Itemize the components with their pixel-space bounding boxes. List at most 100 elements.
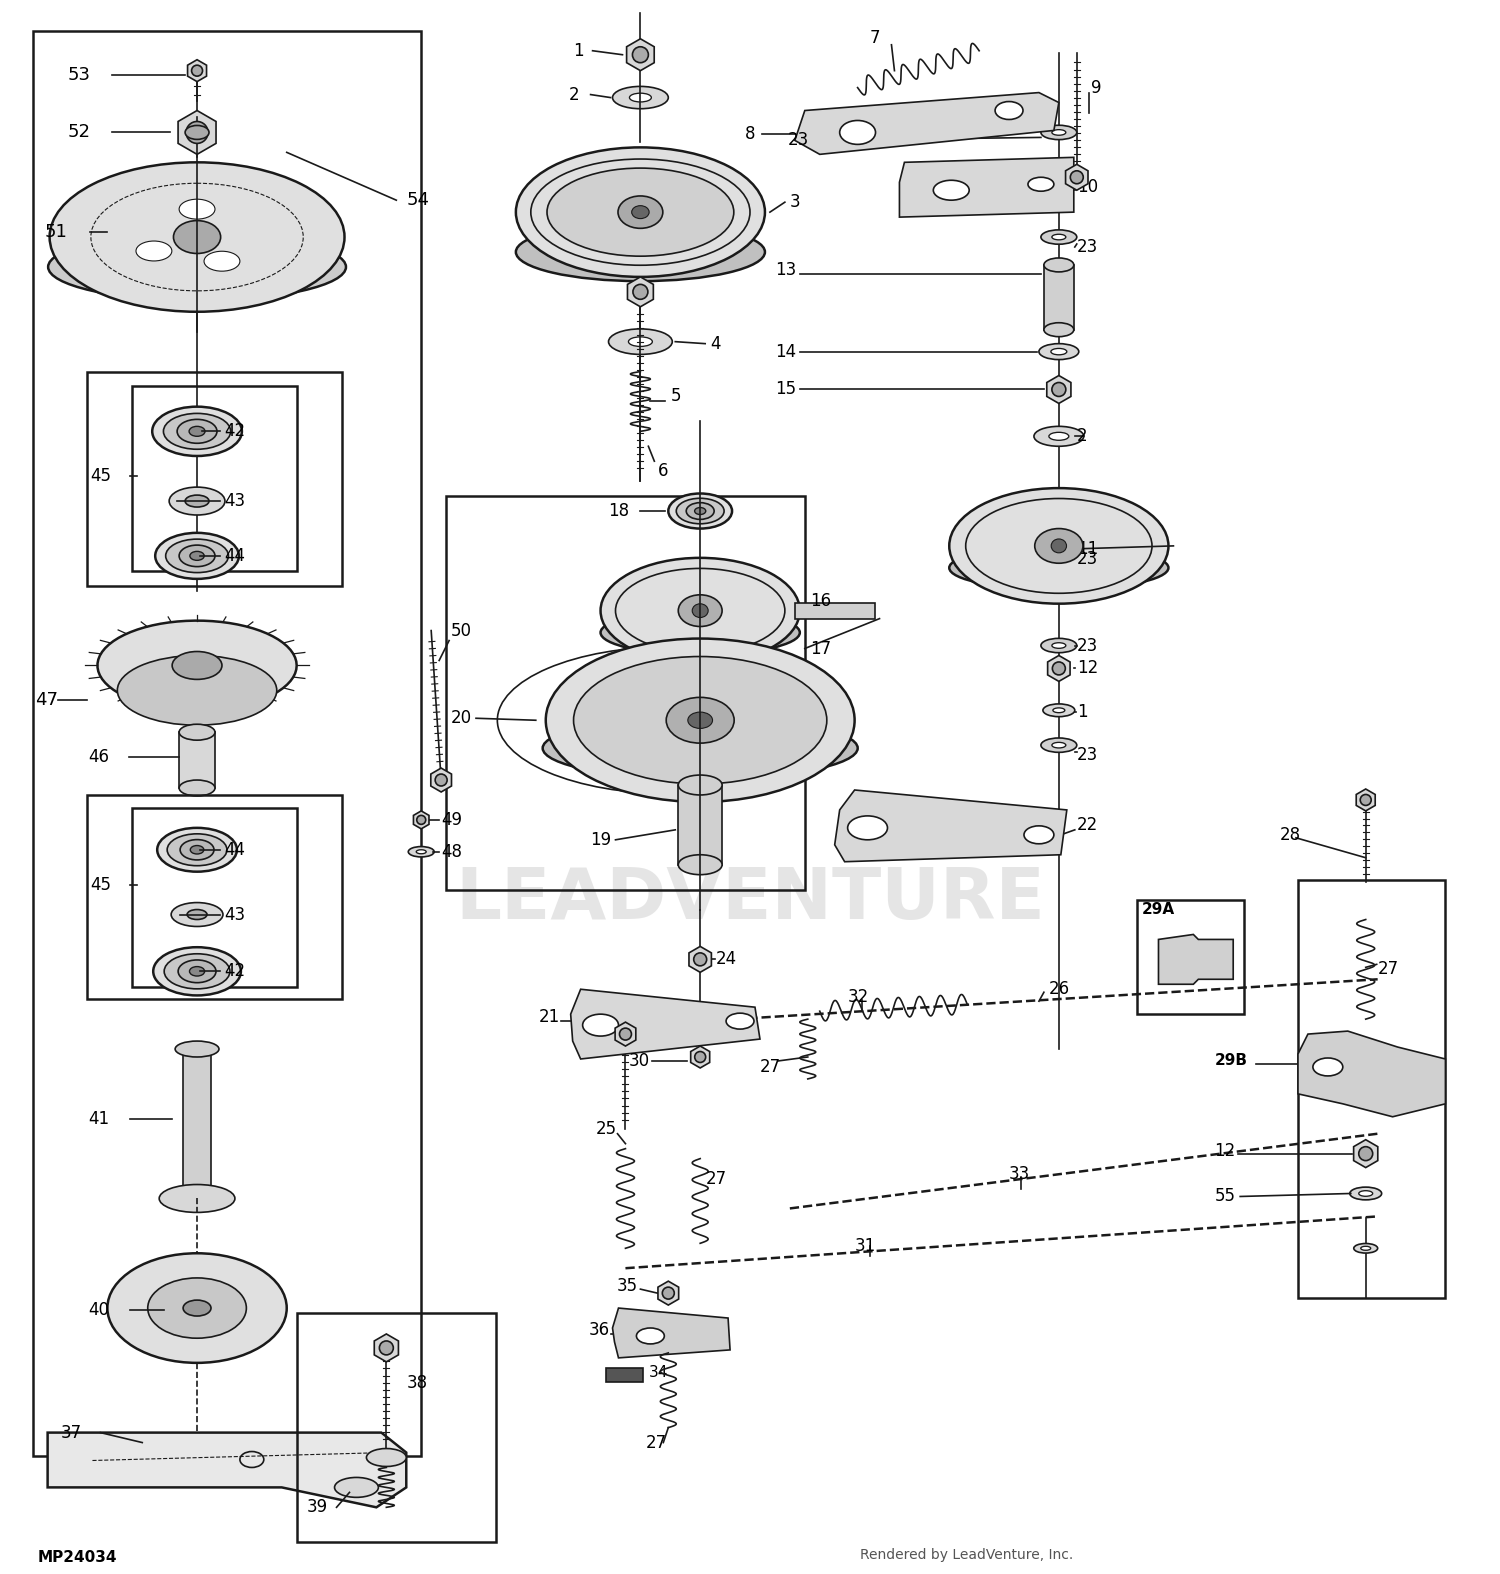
Ellipse shape	[1360, 795, 1371, 806]
Ellipse shape	[1028, 178, 1054, 190]
Polygon shape	[375, 1335, 399, 1362]
Text: 39: 39	[306, 1498, 328, 1516]
Ellipse shape	[147, 1278, 246, 1338]
Ellipse shape	[417, 815, 426, 825]
Polygon shape	[1353, 1140, 1378, 1168]
Ellipse shape	[1034, 427, 1084, 447]
Ellipse shape	[1035, 529, 1083, 563]
Polygon shape	[570, 988, 760, 1059]
Ellipse shape	[694, 507, 706, 515]
Text: 23: 23	[1077, 238, 1098, 257]
Ellipse shape	[1041, 126, 1077, 140]
Polygon shape	[178, 110, 216, 154]
Bar	[297, 1313, 496, 1543]
Text: 17: 17	[810, 639, 831, 658]
Text: 29B: 29B	[1215, 1053, 1248, 1069]
Text: 27: 27	[1377, 960, 1400, 979]
Ellipse shape	[1359, 1190, 1372, 1196]
Ellipse shape	[1052, 129, 1066, 135]
Ellipse shape	[108, 1253, 286, 1363]
Ellipse shape	[678, 774, 722, 795]
Ellipse shape	[1040, 343, 1078, 359]
Text: 5: 5	[670, 387, 681, 406]
Polygon shape	[430, 768, 451, 792]
Text: 31: 31	[855, 1237, 876, 1256]
Polygon shape	[615, 1022, 636, 1047]
Ellipse shape	[694, 1051, 705, 1062]
Ellipse shape	[170, 486, 225, 515]
Ellipse shape	[1041, 230, 1077, 244]
Ellipse shape	[171, 902, 224, 927]
Polygon shape	[900, 157, 1074, 217]
Ellipse shape	[192, 65, 202, 76]
Polygon shape	[1298, 1031, 1446, 1118]
Ellipse shape	[620, 1028, 632, 1040]
Bar	[87, 371, 342, 586]
Text: 26: 26	[1048, 981, 1070, 998]
Text: 33: 33	[1010, 1165, 1031, 1182]
Polygon shape	[627, 277, 654, 307]
Ellipse shape	[183, 1300, 211, 1316]
Ellipse shape	[676, 499, 724, 524]
Text: 44: 44	[224, 841, 245, 859]
Text: 22: 22	[1077, 815, 1098, 834]
Text: 4: 4	[710, 335, 720, 353]
Ellipse shape	[184, 126, 209, 140]
Bar	[795, 603, 874, 619]
Ellipse shape	[548, 168, 734, 257]
Text: 23: 23	[1077, 746, 1098, 763]
Ellipse shape	[678, 855, 722, 875]
Polygon shape	[690, 1047, 709, 1067]
Bar	[87, 795, 342, 999]
Ellipse shape	[178, 200, 214, 219]
Text: 27: 27	[706, 1169, 728, 1187]
Text: 3: 3	[790, 194, 801, 211]
Text: 37: 37	[60, 1423, 81, 1442]
Ellipse shape	[152, 406, 242, 456]
Bar	[678, 785, 722, 864]
Text: 29A: 29A	[1142, 902, 1174, 918]
Text: 23: 23	[1077, 549, 1098, 568]
Ellipse shape	[416, 850, 426, 853]
Polygon shape	[98, 620, 297, 710]
Ellipse shape	[153, 948, 242, 995]
Text: 42: 42	[224, 962, 245, 981]
Text: 7: 7	[870, 28, 880, 47]
Ellipse shape	[543, 718, 858, 779]
Text: 54: 54	[406, 190, 429, 209]
Ellipse shape	[1350, 1187, 1382, 1199]
Ellipse shape	[1052, 642, 1066, 648]
Ellipse shape	[334, 1478, 378, 1497]
Bar	[132, 807, 297, 987]
Ellipse shape	[678, 595, 722, 626]
Polygon shape	[48, 1432, 406, 1508]
Ellipse shape	[1024, 826, 1054, 844]
Text: 24: 24	[716, 951, 738, 968]
Text: 47: 47	[34, 691, 57, 710]
Text: 40: 40	[88, 1302, 110, 1319]
Polygon shape	[1047, 655, 1070, 682]
Ellipse shape	[1042, 704, 1076, 716]
Ellipse shape	[1053, 663, 1065, 675]
Ellipse shape	[435, 774, 447, 785]
Polygon shape	[627, 39, 654, 71]
Ellipse shape	[1053, 708, 1065, 713]
Ellipse shape	[1048, 433, 1070, 441]
Ellipse shape	[994, 102, 1023, 120]
Ellipse shape	[188, 910, 207, 919]
Text: 50: 50	[452, 622, 472, 639]
Text: 55: 55	[1215, 1187, 1236, 1206]
Ellipse shape	[189, 966, 204, 976]
Ellipse shape	[669, 494, 732, 529]
Text: 46: 46	[88, 748, 110, 767]
Ellipse shape	[692, 604, 708, 617]
Ellipse shape	[1312, 1058, 1342, 1077]
Bar	[1137, 900, 1244, 1014]
Ellipse shape	[516, 148, 765, 277]
Bar	[132, 387, 297, 571]
Polygon shape	[1065, 164, 1088, 190]
Text: 1: 1	[573, 42, 584, 60]
Ellipse shape	[633, 285, 648, 299]
Text: 42: 42	[224, 422, 245, 441]
Text: 25: 25	[596, 1119, 616, 1138]
